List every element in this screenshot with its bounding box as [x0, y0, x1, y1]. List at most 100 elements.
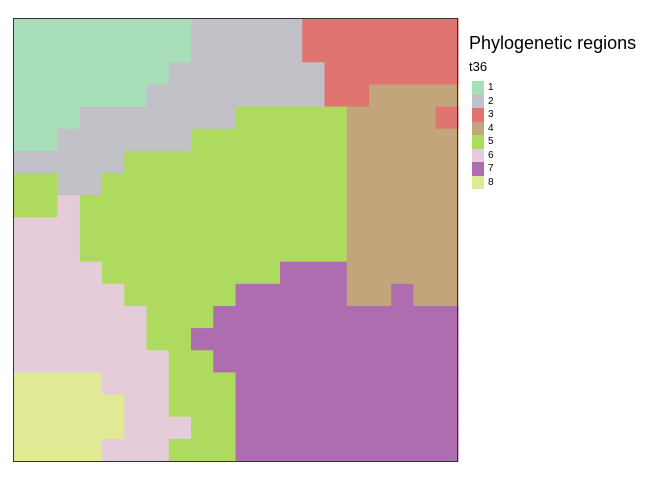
region-cell-2 [79, 173, 103, 196]
region-cell-4 [435, 217, 459, 241]
region-cell-5 [124, 150, 148, 174]
region-cell-6 [35, 239, 59, 263]
region-cell-3 [369, 62, 392, 86]
region-cell-7 [280, 305, 303, 329]
region-cell-5 [146, 328, 170, 351]
region-cell-1 [57, 106, 81, 130]
region-cell-3 [435, 106, 459, 130]
region-cell-7 [369, 438, 392, 462]
region-cell-7 [257, 283, 281, 307]
region-cell-7 [391, 372, 415, 396]
region-cell-5 [235, 150, 259, 174]
region-cell-2 [257, 62, 281, 86]
region-cell-8 [79, 416, 103, 440]
region-cell-7 [280, 372, 303, 396]
region-cell-7 [257, 416, 281, 440]
region-cell-3 [413, 18, 437, 41]
region-cell-4 [346, 217, 370, 241]
region-cell-8 [102, 394, 125, 418]
region-cell-1 [102, 18, 125, 41]
region-cell-3 [413, 62, 437, 86]
region-cell-5 [102, 173, 125, 196]
region-cell-7 [346, 394, 370, 418]
map-cells [13, 18, 459, 462]
region-cell-4 [369, 261, 392, 285]
region-cell-3 [324, 18, 348, 41]
legend-swatch [472, 121, 484, 135]
region-cell-6 [13, 261, 36, 285]
region-cell-2 [146, 106, 170, 130]
region-cell-3 [302, 18, 326, 41]
region-cell-6 [168, 416, 192, 440]
region-cell-7 [435, 350, 459, 373]
region-cell-4 [413, 261, 437, 285]
region-cell-6 [13, 305, 36, 329]
region-cell-7 [346, 416, 370, 440]
map-frame [13, 18, 458, 462]
region-cell-1 [13, 106, 36, 130]
region-cell-4 [435, 283, 459, 307]
region-cell-5 [35, 173, 59, 196]
region-cell-8 [79, 372, 103, 396]
region-cell-6 [13, 283, 36, 307]
region-cell-6 [57, 350, 81, 373]
region-cell-6 [102, 305, 125, 329]
region-cell-8 [57, 438, 81, 462]
region-cell-1 [124, 84, 148, 108]
region-cell-2 [57, 128, 81, 152]
region-cell-5 [213, 239, 237, 263]
region-cell-5 [191, 394, 214, 418]
region-cell-6 [146, 372, 170, 396]
region-cell-5 [235, 128, 259, 152]
region-cell-5 [79, 195, 103, 218]
legend-label: 1 [488, 82, 494, 94]
region-cell-7 [302, 394, 326, 418]
region-cell-1 [79, 40, 103, 63]
region-cell-3 [346, 62, 370, 86]
region-cell-3 [324, 84, 348, 108]
region-cell-4 [346, 195, 370, 218]
region-cell-5 [302, 239, 326, 263]
region-cell-4 [391, 84, 415, 108]
region-cell-6 [35, 350, 59, 373]
region-cell-2 [257, 40, 281, 63]
region-cell-7 [324, 394, 348, 418]
region-cell-7 [302, 372, 326, 396]
region-cell-6 [35, 305, 59, 329]
legend-label: 4 [488, 122, 494, 134]
region-cell-5 [235, 217, 259, 241]
region-cell-2 [168, 62, 192, 86]
region-cell-1 [57, 18, 81, 41]
region-cell-2 [213, 62, 237, 86]
legend-swatch [472, 108, 484, 122]
region-cell-2 [213, 106, 237, 130]
region-cell-3 [346, 40, 370, 63]
region-cell-7 [391, 328, 415, 351]
region-cell-6 [102, 372, 125, 396]
region-cell-5 [124, 173, 148, 196]
region-cell-2 [213, 84, 237, 108]
region-cell-4 [413, 128, 437, 152]
region-cell-1 [13, 84, 36, 108]
region-cell-2 [257, 18, 281, 41]
region-cell-5 [280, 239, 303, 263]
region-cell-5 [324, 150, 348, 174]
region-cell-1 [146, 62, 170, 86]
region-cell-6 [57, 217, 81, 241]
region-cell-5 [168, 305, 192, 329]
region-cell-4 [435, 261, 459, 285]
region-cell-4 [369, 128, 392, 152]
region-cell-6 [124, 394, 148, 418]
region-cell-7 [213, 328, 237, 351]
region-cell-7 [346, 438, 370, 462]
region-cell-7 [369, 372, 392, 396]
region-cell-1 [79, 18, 103, 41]
region-cell-7 [324, 350, 348, 373]
legend-swatch [472, 81, 484, 95]
region-cell-8 [79, 438, 103, 462]
region-cell-3 [346, 84, 370, 108]
region-cell-5 [324, 128, 348, 152]
region-cell-7 [391, 394, 415, 418]
region-cell-2 [124, 106, 148, 130]
